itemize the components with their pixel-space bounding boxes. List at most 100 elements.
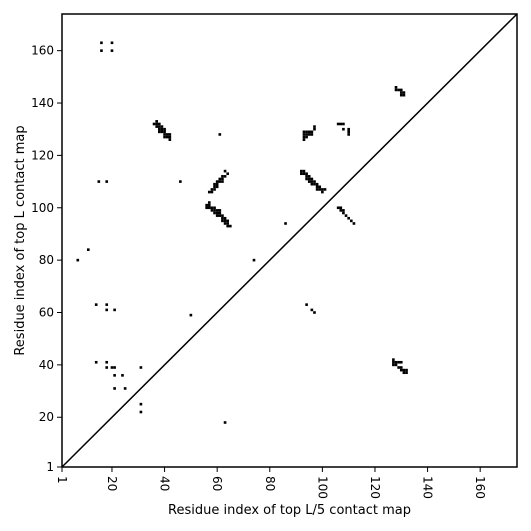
y-tick-label: 80	[39, 253, 54, 267]
contact-point	[218, 214, 222, 217]
contact-point	[310, 182, 314, 186]
contact-point	[321, 190, 324, 194]
contact-point	[210, 209, 214, 212]
contact-point	[207, 190, 211, 194]
contact-point	[221, 180, 224, 183]
contact-point	[310, 130, 314, 134]
contact-point	[399, 93, 403, 97]
contact-point	[94, 303, 98, 306]
contact-point	[223, 169, 227, 173]
contact-point	[163, 127, 166, 131]
contact-point	[315, 182, 319, 186]
contact-point	[342, 122, 345, 126]
y-tick-label: 1	[46, 460, 54, 474]
contact-point	[392, 358, 395, 361]
contact-point	[397, 88, 400, 92]
contact-point	[307, 180, 311, 183]
contact-point	[344, 214, 348, 217]
contact-point	[226, 219, 230, 223]
contact-point	[210, 188, 214, 191]
contact-point	[207, 203, 211, 207]
contact-point	[300, 172, 303, 176]
contact-point	[163, 130, 166, 134]
contact-point	[110, 41, 114, 45]
contact-point	[392, 360, 395, 364]
y-tick-label: 40	[39, 358, 54, 372]
contact-point	[223, 175, 227, 178]
y-tick-label: 20	[39, 410, 54, 424]
contact-point	[158, 122, 161, 126]
contact-point	[349, 219, 353, 223]
contact-point	[152, 122, 156, 126]
contact-point	[105, 366, 109, 369]
contact-point	[342, 209, 345, 212]
contact-point	[313, 180, 316, 183]
contact-point	[229, 224, 232, 228]
x-tick-label: 60	[210, 476, 224, 491]
contact-point	[394, 88, 398, 92]
contact-point	[223, 421, 227, 424]
contact-point	[347, 216, 350, 220]
contact-point	[315, 185, 319, 189]
contact-point	[402, 91, 406, 94]
contact-point	[394, 360, 398, 364]
contact-point	[168, 133, 172, 136]
contact-point	[215, 209, 219, 212]
contact-point	[210, 206, 214, 210]
contact-point	[94, 360, 98, 364]
contact-point	[336, 122, 340, 126]
contact-point	[305, 177, 308, 181]
contact-point	[221, 214, 224, 217]
contact-point	[160, 130, 164, 134]
contact-point	[339, 206, 343, 210]
contact-point	[402, 368, 406, 372]
contact-point	[210, 190, 214, 194]
contact-point	[221, 175, 224, 178]
x-axis-label: Residue index of top L/5 contact map	[168, 503, 411, 518]
contact-point	[165, 133, 169, 136]
contact-point	[310, 308, 314, 312]
contact-point	[121, 374, 124, 377]
contact-point	[394, 86, 398, 89]
contact-point	[252, 258, 256, 262]
x-tick-label: 80	[263, 476, 277, 491]
contact-point	[160, 127, 164, 131]
contact-point	[207, 201, 211, 204]
contact-point	[318, 188, 322, 191]
y-tick-label: 160	[31, 44, 54, 58]
contact-point	[399, 366, 403, 369]
contact-point	[313, 125, 316, 128]
contact-point	[342, 127, 345, 131]
contact-point	[305, 172, 308, 176]
contact-point	[300, 169, 303, 173]
contact-point	[313, 311, 316, 314]
contact-point	[168, 135, 172, 139]
contact-point	[123, 387, 127, 390]
contact-point	[110, 49, 114, 52]
contact-point	[179, 180, 182, 183]
contact-point	[218, 209, 222, 212]
contact-point	[155, 122, 158, 126]
contact-point	[207, 206, 211, 210]
contact-point	[323, 188, 327, 191]
contact-point	[397, 366, 400, 369]
x-tick-label: 100	[315, 476, 329, 499]
contact-point	[139, 402, 143, 406]
contact-point	[155, 120, 158, 123]
contact-point	[307, 177, 311, 181]
contact-point	[163, 135, 166, 139]
contact-point	[313, 182, 316, 186]
contact-point	[352, 222, 356, 225]
x-tick-label: 40	[158, 476, 172, 491]
contact-point	[223, 216, 227, 220]
contact-point	[302, 130, 306, 134]
contact-point	[307, 130, 311, 134]
contact-point	[215, 214, 219, 217]
diagonal-line	[61, 13, 518, 468]
contact-point	[226, 222, 230, 225]
contact-point	[399, 88, 403, 92]
contact-point	[158, 127, 161, 131]
contact-point	[305, 133, 308, 136]
plot-frame	[61, 13, 518, 468]
